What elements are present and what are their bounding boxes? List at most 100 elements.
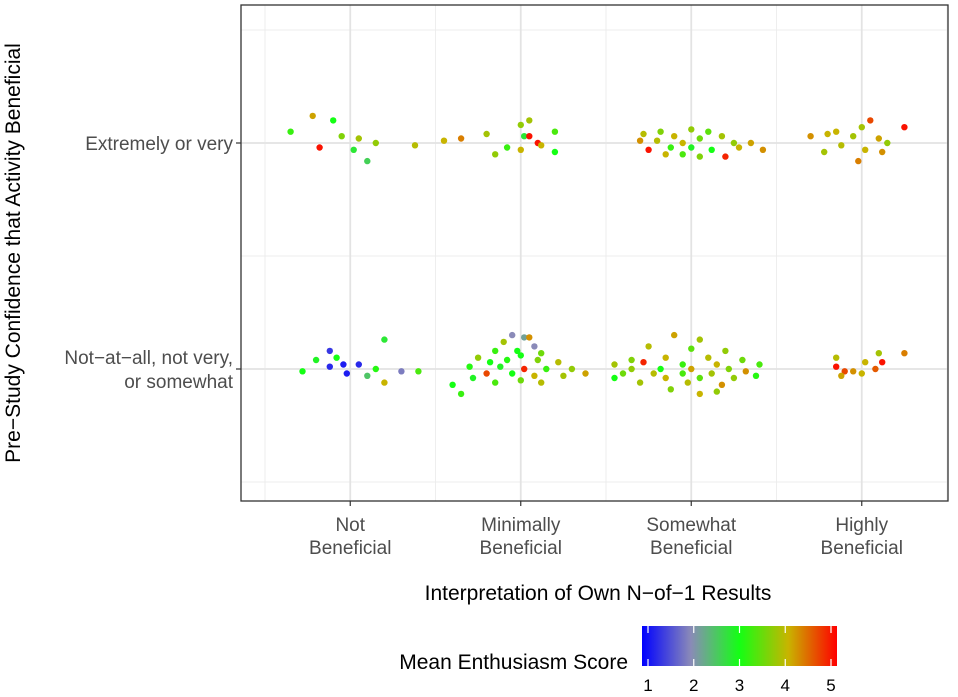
data-point [645,343,652,350]
data-point [667,386,674,393]
data-point [560,372,567,379]
data-point [364,157,371,165]
data-point [526,117,533,124]
data-point [653,137,661,144]
data-point [850,368,857,375]
legend-tick-label: 2 [689,676,698,695]
data-point [628,356,635,364]
x-tick-label: Beneficial [821,538,903,559]
data-point [858,124,865,131]
data-point [568,365,576,373]
data-point [457,135,465,142]
data-point [688,345,695,352]
data-point [531,343,538,350]
data-point [679,139,686,147]
y-tick-label: Extremely or very [85,134,233,155]
data-point [526,334,533,341]
data-point [316,144,323,151]
data-point [833,128,840,135]
data-point [875,350,882,357]
data-point [509,331,516,339]
data-point [752,372,760,379]
data-point [855,157,862,165]
data-point [497,363,504,370]
data-point [486,359,494,366]
data-point [538,142,545,149]
data-point [582,370,589,377]
y-tick-label: Not−at−all, not very, [64,348,233,369]
data-point [326,347,333,355]
data-point [756,361,763,368]
data-point [708,370,715,377]
data-point [457,390,465,398]
data-point [517,146,524,153]
data-point [739,356,746,364]
data-point [696,336,703,343]
data-point [509,370,516,377]
data-point [879,148,886,156]
data-point [705,354,712,361]
data-point [350,146,357,153]
data-point [466,363,473,370]
data-point [611,374,618,382]
data-point [645,146,652,153]
data-point [611,361,618,368]
data-point [555,359,562,366]
data-point [679,361,686,368]
data-point [662,374,669,382]
data-point [688,365,695,373]
data-point [858,370,865,377]
y-axis-title: Pre−Study Confidence that Activity Benef… [2,43,25,463]
data-point [730,139,738,147]
data-point [551,128,559,135]
data-point [718,133,726,140]
data-point [841,368,848,375]
data-point [474,354,482,361]
data-point [696,153,703,160]
data-point [517,121,524,129]
x-tick-label: Beneficial [480,538,562,559]
data-point [862,359,869,366]
data-point [521,133,528,140]
data-point [671,133,678,140]
data-point [517,377,524,384]
data-point [343,370,350,377]
data-point [326,363,333,370]
data-point [355,361,362,368]
data-point [696,374,703,382]
data-point [850,133,857,140]
data-point [657,365,664,373]
data-point [838,142,845,149]
legend-tick-label: 1 [643,676,652,695]
data-point [872,365,879,373]
legend-tick-label: 5 [826,676,835,695]
data-point [534,356,541,364]
data-point [333,354,340,361]
data-point [398,368,405,375]
data-point [838,372,845,379]
data-point [449,381,456,388]
data-point [381,336,388,343]
data-point [287,128,294,135]
data-point [299,368,306,375]
data-point [662,151,669,158]
data-point [521,334,528,341]
y-tick-label: or somewhat [124,372,233,393]
data-point [636,137,644,144]
legend-tick-label: 4 [781,676,790,695]
data-point [759,146,767,153]
data-point [483,370,490,377]
data-point [747,139,755,147]
data-point [833,363,840,370]
data-point [372,139,379,147]
data-point [492,379,499,386]
data-point [875,135,882,142]
data-point [381,379,388,386]
data-point [521,365,528,373]
data-point [636,379,644,386]
data-point [364,372,371,379]
data-point [372,365,379,373]
data-point [667,144,674,151]
